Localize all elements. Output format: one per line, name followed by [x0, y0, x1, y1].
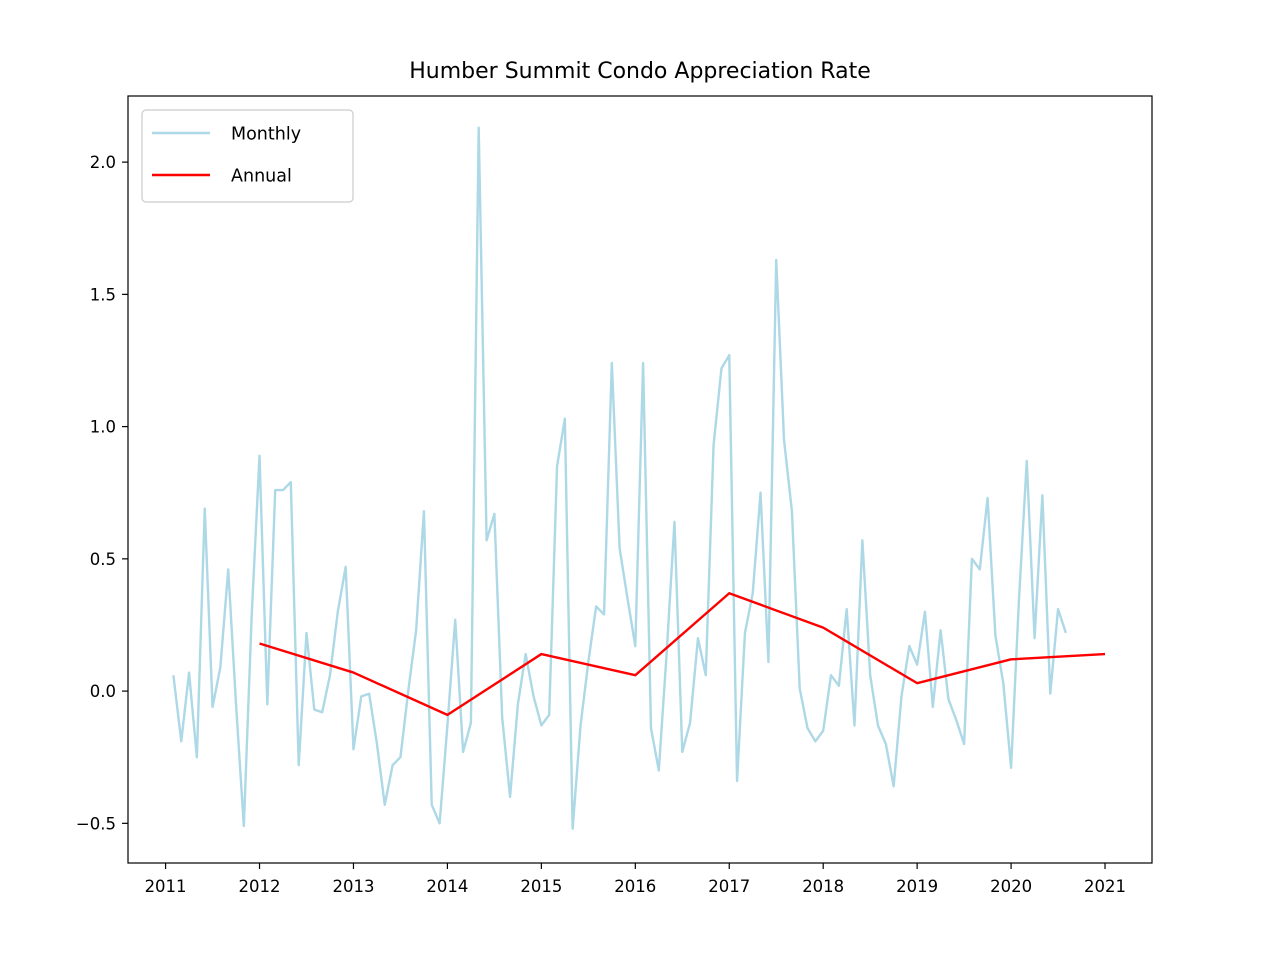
y-tick-label: −0.5: [76, 814, 116, 833]
x-tick-label: 2012: [239, 877, 281, 896]
y-tick-label: 1.0: [90, 418, 116, 437]
x-axis: 2011 2012 2013 2014 2015 2016 2017 2018 2019 2020…: [145, 863, 1126, 896]
x-tick-label: 2016: [614, 877, 656, 896]
plot-area: [127, 95, 1153, 864]
y-tick-label: 0.0: [90, 682, 116, 701]
x-tick-label: 2019: [896, 877, 938, 896]
legend-label-monthly: Monthly: [231, 125, 301, 145]
series-line-monthly: [172, 126, 1067, 830]
series-line-annual: [259, 592, 1106, 717]
x-tick-label: 2013: [332, 877, 374, 896]
x-tick-label: 2020: [990, 877, 1032, 896]
x-tick-label: 2011: [145, 877, 187, 896]
x-tick-label: 2015: [520, 877, 562, 896]
x-tick-label: 2021: [1084, 877, 1126, 896]
x-tick-label: 2018: [802, 877, 844, 896]
legend: Monthly Annual: [141, 109, 354, 203]
x-tick-label: 2014: [426, 877, 468, 896]
y-tick-label: 2.0: [90, 153, 116, 172]
legend-label-annual: Annual: [231, 167, 292, 187]
plot-border: [127, 95, 1153, 864]
y-axis: −0.5 0.0 0.5 1.0 1.5 2.0: [76, 153, 128, 833]
x-tick-label: 2017: [708, 877, 750, 896]
series-layer: [172, 126, 1106, 830]
chart-title: Humber Summit Condo Appreciation Rate: [409, 59, 870, 84]
y-tick-label: 1.5: [90, 285, 116, 304]
y-tick-label: 0.5: [90, 550, 116, 569]
